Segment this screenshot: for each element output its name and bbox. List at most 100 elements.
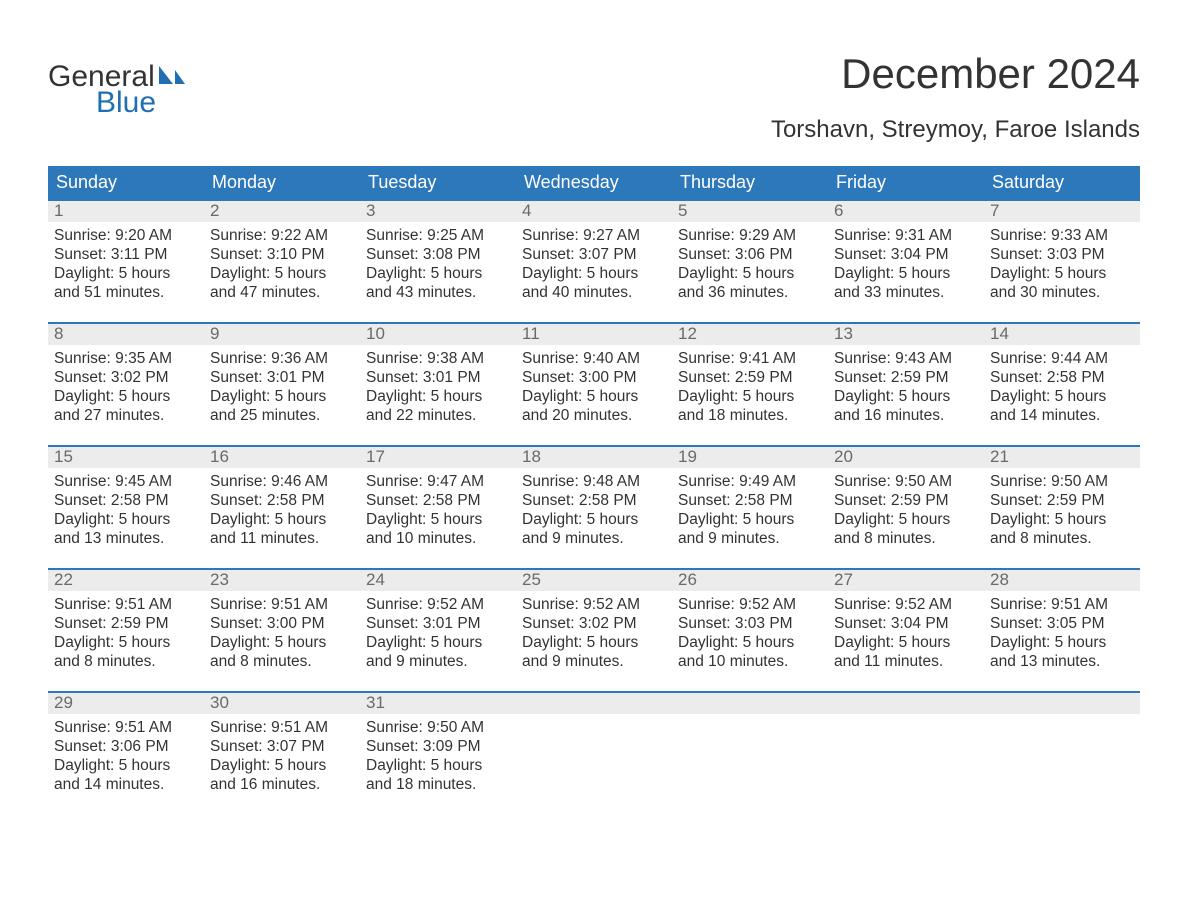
day-cell: 24Sunrise: 9:52 AMSunset: 3:01 PMDayligh… [360, 570, 516, 677]
sunrise-text: Sunrise: 9:46 AM [210, 472, 354, 491]
day-number: 30 [204, 693, 360, 714]
day-number: 3 [360, 201, 516, 222]
day-cell: 10Sunrise: 9:38 AMSunset: 3:01 PMDayligh… [360, 324, 516, 431]
day-header-cell: Sunday [48, 166, 204, 199]
daylight-line2: and 20 minutes. [522, 406, 666, 425]
daylight-line1: Daylight: 5 hours [210, 264, 354, 283]
brand-logo: General Blue [48, 50, 187, 120]
daylight-line1: Daylight: 5 hours [366, 756, 510, 775]
day-body: Sunrise: 9:51 AMSunset: 3:05 PMDaylight:… [984, 591, 1140, 677]
day-cell: 12Sunrise: 9:41 AMSunset: 2:59 PMDayligh… [672, 324, 828, 431]
day-number: 10 [360, 324, 516, 345]
brand-part2: Blue [96, 86, 156, 120]
day-body: Sunrise: 9:45 AMSunset: 2:58 PMDaylight:… [48, 468, 204, 554]
day-body: Sunrise: 9:50 AMSunset: 2:59 PMDaylight:… [828, 468, 984, 554]
daylight-line1: Daylight: 5 hours [366, 264, 510, 283]
week-row: 1Sunrise: 9:20 AMSunset: 3:11 PMDaylight… [48, 199, 1140, 308]
sunrise-text: Sunrise: 9:40 AM [522, 349, 666, 368]
day-number: 5 [672, 201, 828, 222]
sunrise-text: Sunrise: 9:38 AM [366, 349, 510, 368]
day-cell: 3Sunrise: 9:25 AMSunset: 3:08 PMDaylight… [360, 201, 516, 308]
daylight-line1: Daylight: 5 hours [678, 633, 822, 652]
sunrise-text: Sunrise: 9:52 AM [678, 595, 822, 614]
daylight-line2: and 16 minutes. [834, 406, 978, 425]
day-body: Sunrise: 9:46 AMSunset: 2:58 PMDaylight:… [204, 468, 360, 554]
day-number: 14 [984, 324, 1140, 345]
day-number: 12 [672, 324, 828, 345]
daylight-line1: Daylight: 5 hours [522, 264, 666, 283]
daylight-line2: and 9 minutes. [522, 652, 666, 671]
daylight-line1: Daylight: 5 hours [54, 510, 198, 529]
sunset-text: Sunset: 3:08 PM [366, 245, 510, 264]
day-header-cell: Tuesday [360, 166, 516, 199]
daylight-line2: and 13 minutes. [990, 652, 1134, 671]
day-cell [984, 693, 1140, 800]
sunrise-text: Sunrise: 9:45 AM [54, 472, 198, 491]
sunrise-text: Sunrise: 9:52 AM [834, 595, 978, 614]
day-body: Sunrise: 9:52 AMSunset: 3:03 PMDaylight:… [672, 591, 828, 677]
day-header-cell: Thursday [672, 166, 828, 199]
day-cell: 15Sunrise: 9:45 AMSunset: 2:58 PMDayligh… [48, 447, 204, 554]
sunrise-text: Sunrise: 9:50 AM [366, 718, 510, 737]
sunrise-text: Sunrise: 9:51 AM [210, 595, 354, 614]
day-cell: 14Sunrise: 9:44 AMSunset: 2:58 PMDayligh… [984, 324, 1140, 431]
day-body: Sunrise: 9:51 AMSunset: 3:06 PMDaylight:… [48, 714, 204, 800]
sunrise-text: Sunrise: 9:51 AM [54, 595, 198, 614]
weeks-container: 1Sunrise: 9:20 AMSunset: 3:11 PMDaylight… [48, 199, 1140, 800]
day-cell [516, 693, 672, 800]
day-body: Sunrise: 9:51 AMSunset: 2:59 PMDaylight:… [48, 591, 204, 677]
daylight-line1: Daylight: 5 hours [54, 387, 198, 406]
daylight-line1: Daylight: 5 hours [990, 510, 1134, 529]
day-cell: 17Sunrise: 9:47 AMSunset: 2:58 PMDayligh… [360, 447, 516, 554]
sunrise-text: Sunrise: 9:25 AM [366, 226, 510, 245]
day-body: Sunrise: 9:20 AMSunset: 3:11 PMDaylight:… [48, 222, 204, 308]
sunrise-text: Sunrise: 9:27 AM [522, 226, 666, 245]
daylight-line1: Daylight: 5 hours [522, 633, 666, 652]
day-body: Sunrise: 9:50 AMSunset: 3:09 PMDaylight:… [360, 714, 516, 800]
sunset-text: Sunset: 3:07 PM [210, 737, 354, 756]
sunset-text: Sunset: 2:59 PM [54, 614, 198, 633]
day-body: Sunrise: 9:36 AMSunset: 3:01 PMDaylight:… [204, 345, 360, 431]
day-number: 1 [48, 201, 204, 222]
week-row: 29Sunrise: 9:51 AMSunset: 3:06 PMDayligh… [48, 691, 1140, 800]
daylight-line1: Daylight: 5 hours [834, 264, 978, 283]
sunset-text: Sunset: 2:59 PM [834, 491, 978, 510]
day-cell: 27Sunrise: 9:52 AMSunset: 3:04 PMDayligh… [828, 570, 984, 677]
daylight-line2: and 43 minutes. [366, 283, 510, 302]
sunset-text: Sunset: 3:06 PM [54, 737, 198, 756]
daylight-line1: Daylight: 5 hours [678, 510, 822, 529]
sunset-text: Sunset: 2:58 PM [990, 368, 1134, 387]
location: Torshavn, Streymoy, Faroe Islands [771, 116, 1140, 144]
daylight-line1: Daylight: 5 hours [366, 510, 510, 529]
day-number [516, 693, 672, 714]
daylight-line2: and 9 minutes. [678, 529, 822, 548]
day-number: 11 [516, 324, 672, 345]
day-body: Sunrise: 9:22 AMSunset: 3:10 PMDaylight:… [204, 222, 360, 308]
day-cell [672, 693, 828, 800]
day-cell: 18Sunrise: 9:48 AMSunset: 2:58 PMDayligh… [516, 447, 672, 554]
day-body: Sunrise: 9:43 AMSunset: 2:59 PMDaylight:… [828, 345, 984, 431]
day-cell: 26Sunrise: 9:52 AMSunset: 3:03 PMDayligh… [672, 570, 828, 677]
daylight-line2: and 27 minutes. [54, 406, 198, 425]
day-cell: 11Sunrise: 9:40 AMSunset: 3:00 PMDayligh… [516, 324, 672, 431]
month-title: December 2024 [771, 50, 1140, 98]
sunset-text: Sunset: 2:58 PM [54, 491, 198, 510]
day-body: Sunrise: 9:50 AMSunset: 2:59 PMDaylight:… [984, 468, 1140, 554]
day-number: 31 [360, 693, 516, 714]
sunrise-text: Sunrise: 9:41 AM [678, 349, 822, 368]
day-header-cell: Wednesday [516, 166, 672, 199]
sunset-text: Sunset: 2:58 PM [678, 491, 822, 510]
day-body: Sunrise: 9:47 AMSunset: 2:58 PMDaylight:… [360, 468, 516, 554]
sunset-text: Sunset: 3:00 PM [522, 368, 666, 387]
day-number: 16 [204, 447, 360, 468]
daylight-line1: Daylight: 5 hours [678, 387, 822, 406]
daylight-line2: and 9 minutes. [366, 652, 510, 671]
day-body: Sunrise: 9:29 AMSunset: 3:06 PMDaylight:… [672, 222, 828, 308]
day-header-cell: Monday [204, 166, 360, 199]
day-cell: 30Sunrise: 9:51 AMSunset: 3:07 PMDayligh… [204, 693, 360, 800]
daylight-line2: and 18 minutes. [678, 406, 822, 425]
daylight-line2: and 8 minutes. [210, 652, 354, 671]
day-cell: 20Sunrise: 9:50 AMSunset: 2:59 PMDayligh… [828, 447, 984, 554]
day-body: Sunrise: 9:25 AMSunset: 3:08 PMDaylight:… [360, 222, 516, 308]
day-cell: 22Sunrise: 9:51 AMSunset: 2:59 PMDayligh… [48, 570, 204, 677]
